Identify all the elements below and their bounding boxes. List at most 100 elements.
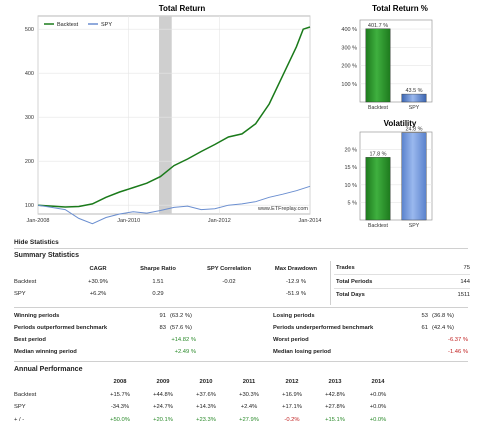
header-cagr: CAGR	[89, 266, 107, 272]
year-header: 2013	[328, 379, 342, 385]
divider	[334, 288, 470, 289]
total-return-title: Total Return	[159, 4, 206, 13]
bar-value-label: 43.5 %	[405, 88, 422, 94]
winning-periods-label: Winning periods	[14, 313, 60, 319]
y-tick-label: 100	[25, 203, 34, 209]
annual-value: +15.7%	[110, 392, 130, 398]
annual-value: +30.3%	[239, 392, 259, 398]
annual-value: +24.7%	[153, 404, 173, 410]
annual-value: +0.0%	[369, 392, 387, 398]
annual-row-label: SPY	[14, 404, 26, 410]
bar-backtest	[365, 157, 391, 221]
y-tick-label: 300 %	[341, 45, 357, 51]
losing-periods-count: 53	[421, 313, 428, 319]
outperformed-count: 83	[159, 325, 166, 331]
divider	[14, 361, 468, 362]
summary-row-label: Backtest	[14, 279, 37, 285]
bar-spy	[401, 93, 427, 103]
annual-value: +27.8%	[325, 404, 345, 410]
median-losing-value: -1.46 %	[448, 349, 468, 355]
annual-title: Annual Performance	[14, 366, 83, 373]
worst-period-label: Worst period	[273, 337, 309, 343]
year-header: 2011	[242, 379, 256, 385]
x-tick-label: Backtest	[368, 105, 388, 111]
annual-value: +37.6%	[196, 392, 216, 398]
annual-value: +17.1%	[282, 404, 302, 410]
y-tick-label: 10 %	[344, 183, 357, 189]
shaded-region	[159, 16, 172, 214]
watermark: www.ETFreplay.com	[257, 206, 308, 212]
charts-area: Total Return 100 200 300 400 500 Jan-2008 Jan-…	[25, 4, 433, 229]
series-line-spy	[37, 185, 311, 225]
x-tick-label: Jan-2010	[117, 218, 140, 224]
y-tick-label: 100 %	[341, 82, 357, 88]
total-return-chart: 100 200 300 400 500 Jan-2008 Jan-2010 Jan-2012 J…	[25, 15, 322, 225]
bar-value-label: 17.8 %	[369, 151, 386, 157]
total-return-pct-chart: 100 % 200 % 300 % 400 % 401.7 % Backtest 43.5 …	[341, 19, 433, 111]
sharpe-value: 0.29	[152, 291, 164, 297]
correlation-value: -0.02	[222, 279, 236, 285]
winning-periods-pct: (63.2 %)	[170, 313, 192, 319]
outperformed-pct: (57.6 %)	[170, 325, 192, 331]
annual-value: +2.4%	[240, 404, 258, 410]
annual-value: +27.9%	[239, 417, 259, 423]
annual-value: -34.3%	[110, 404, 130, 410]
y-tick-label: 400 %	[341, 27, 357, 33]
year-header: 2008	[113, 379, 127, 385]
y-tick-label: 200	[25, 159, 34, 165]
drawdown-value: -51.9 %	[286, 291, 306, 297]
y-tick-label: 15 %	[344, 165, 357, 171]
annual-value: +14.3%	[196, 404, 216, 410]
x-tick-label: Jan-2012	[208, 218, 231, 224]
outperformed-label: Periods outperformed benchmark	[14, 325, 108, 331]
x-tick-label: SPY	[409, 105, 420, 111]
header-drawdown: Max Drawdown	[274, 266, 318, 272]
volatility-title: Volatility	[384, 119, 417, 128]
annual-value: +23.3%	[196, 417, 216, 423]
trades-value: 75	[463, 265, 470, 271]
underperformed-pct: (42.4 %)	[432, 325, 454, 331]
best-period-value: +14.82 %	[171, 337, 196, 343]
divider	[330, 261, 331, 305]
year-header: 2010	[199, 379, 213, 385]
total-return-pct-title: Total Return %	[372, 4, 428, 13]
legend-label: SPY	[101, 22, 112, 28]
y-tick-label: 300	[25, 115, 34, 121]
series-line-backtest	[37, 26, 311, 208]
divider	[14, 307, 468, 308]
volatility-chart: 5 % 10 % 15 % 20 % 17.8 % Backtest 24.8 % SPY	[344, 127, 433, 229]
annual-value: +44.8%	[153, 392, 173, 398]
losing-periods-pct: (36.8 %)	[432, 313, 454, 319]
total-periods-value: 144	[460, 279, 470, 285]
annual-value: +42.8%	[325, 392, 345, 398]
hide-statistics-link[interactable]: Hide Statistics	[14, 239, 59, 246]
annual-value: +0.0%	[369, 404, 387, 410]
drawdown-value: -12.9 %	[286, 279, 306, 285]
x-tick-label: Jan-2008	[27, 218, 50, 224]
year-header: 2009	[156, 379, 170, 385]
median-losing-label: Median losing period	[273, 349, 331, 355]
annual-row-label: Backtest	[14, 392, 37, 398]
best-period-label: Best period	[14, 337, 46, 343]
year-header: 2014	[371, 379, 385, 385]
median-winning-value: +2.49 %	[174, 349, 196, 355]
x-tick-label: Jan-2014	[299, 218, 322, 224]
divider	[14, 248, 468, 249]
underperformed-count: 61	[421, 325, 428, 331]
annual-value: +50.0%	[110, 417, 130, 423]
total-periods-label: Total Periods	[336, 279, 373, 285]
x-tick-label: Backtest	[368, 223, 388, 229]
annual-value: +15.1%	[325, 417, 345, 423]
summary-title: Summary Statistics	[14, 252, 79, 259]
annual-value: +0.0%	[369, 417, 387, 423]
cagr-value: +6.2%	[89, 291, 107, 297]
annual-value: +16.9%	[282, 392, 302, 398]
bar-spy	[401, 132, 427, 221]
sharpe-value: 1.51	[152, 279, 164, 285]
trades-label: Trades	[336, 265, 355, 271]
legend-label: Backtest	[57, 22, 79, 28]
annual-row-label: + / -	[14, 417, 25, 423]
y-tick-label: 400	[25, 71, 34, 77]
median-winning-label: Median winning period	[14, 349, 77, 355]
bar-value-label: 401.7 %	[368, 23, 388, 29]
